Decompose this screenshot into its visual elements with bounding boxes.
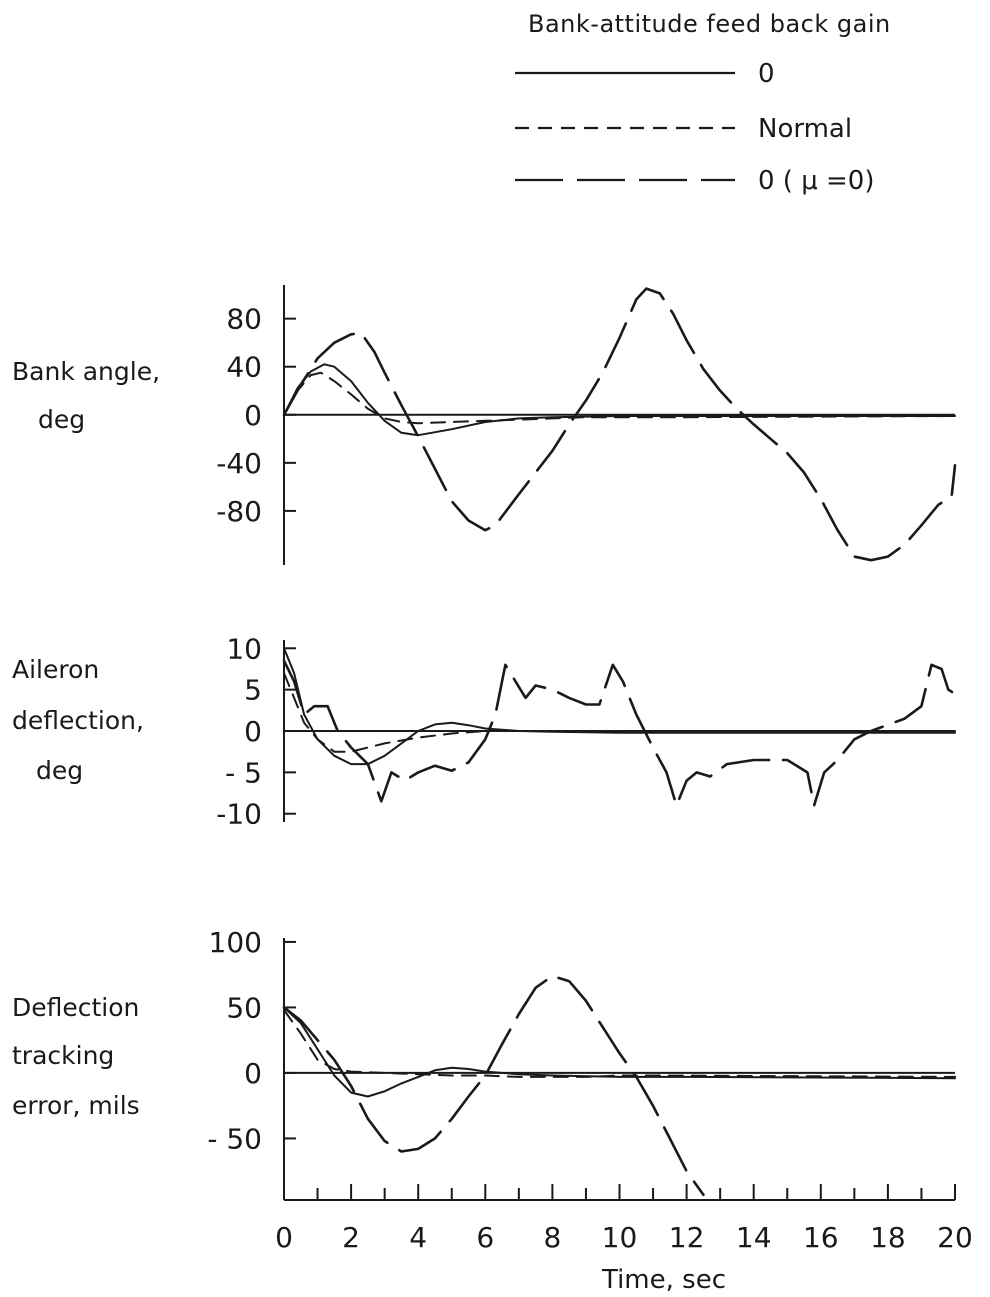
y-tick-label: 5 bbox=[244, 674, 262, 707]
x-tick-label: 0 bbox=[275, 1221, 293, 1254]
y-tick-label: 40 bbox=[226, 351, 262, 384]
legend-label: 0 ( μ =0) bbox=[758, 166, 875, 196]
plots-group bbox=[282, 287, 957, 1197]
panel-1-series bbox=[282, 287, 957, 562]
y-axis-title-line: deflection, bbox=[12, 706, 144, 735]
y-tick-label: - 5 bbox=[225, 756, 262, 789]
series-line-short-dash bbox=[283, 672, 956, 753]
y-axis-title-line: Bank angle, bbox=[12, 357, 160, 386]
y-tick-label: 0 bbox=[244, 399, 262, 432]
legend: Bank-attitude feed back gain 0 Normal 0 ( … bbox=[515, 10, 891, 196]
y-tick-label: -80 bbox=[216, 495, 262, 528]
panel-3-series bbox=[282, 974, 956, 1197]
panel-2-series bbox=[282, 647, 957, 807]
y-tick-label: 0 bbox=[244, 1057, 262, 1090]
x-tick-label: 18 bbox=[870, 1221, 906, 1254]
y-tick-label: - 50 bbox=[207, 1122, 262, 1155]
x-tick-label: 8 bbox=[543, 1221, 561, 1254]
panel-1-axes: 80 40 0 -40 -80 Bank angle, deg bbox=[12, 285, 955, 565]
series-line-long-dash bbox=[282, 974, 705, 1197]
panel-3-axes: 100 50 0 - 50 Deflection tracking error, mils bbox=[12, 926, 955, 1200]
y-axis-title-line: deg bbox=[36, 756, 83, 785]
y-tick-label: 0 bbox=[244, 715, 262, 748]
x-tick-label: 4 bbox=[409, 1221, 427, 1254]
x-tick-label: 10 bbox=[602, 1221, 638, 1254]
series-line-short-dash bbox=[283, 1009, 956, 1078]
x-tick-label: 20 bbox=[937, 1221, 973, 1254]
y-axis-title-line: error, mils bbox=[12, 1091, 140, 1120]
y-tick-label: 100 bbox=[209, 926, 262, 959]
y-tick-label: -10 bbox=[216, 798, 262, 831]
x-axis-title: Time, sec bbox=[601, 1265, 726, 1295]
legend-title: Bank-attitude feed back gain bbox=[528, 10, 891, 38]
y-tick-label: 10 bbox=[226, 632, 262, 665]
legend-label: Normal bbox=[758, 114, 852, 144]
x-tick-label: 2 bbox=[342, 1221, 360, 1254]
legend-label: 0 bbox=[758, 59, 775, 89]
y-axis-title-line: deg bbox=[38, 405, 85, 434]
x-axis-group: 0 2 4 6 8 10 12 14 16 18 20 Time, sec bbox=[275, 1184, 973, 1295]
y-axis-title-line: Deflection bbox=[12, 993, 139, 1022]
y-tick-label: -40 bbox=[216, 447, 262, 480]
y-tick-label: 80 bbox=[226, 303, 262, 336]
x-tick-label: 6 bbox=[476, 1221, 494, 1254]
x-tick-label: 14 bbox=[736, 1221, 772, 1254]
y-tick-label: 50 bbox=[226, 991, 262, 1024]
series-line-solid bbox=[283, 647, 956, 766]
y-axis-title-line: tracking bbox=[12, 1041, 114, 1070]
series-line-long-dash bbox=[282, 287, 957, 562]
series-line-long-dash bbox=[282, 659, 957, 807]
x-tick-label: 12 bbox=[669, 1221, 705, 1254]
y-axis-title-line: Aileron bbox=[12, 655, 99, 684]
x-tick-label: 16 bbox=[803, 1221, 839, 1254]
